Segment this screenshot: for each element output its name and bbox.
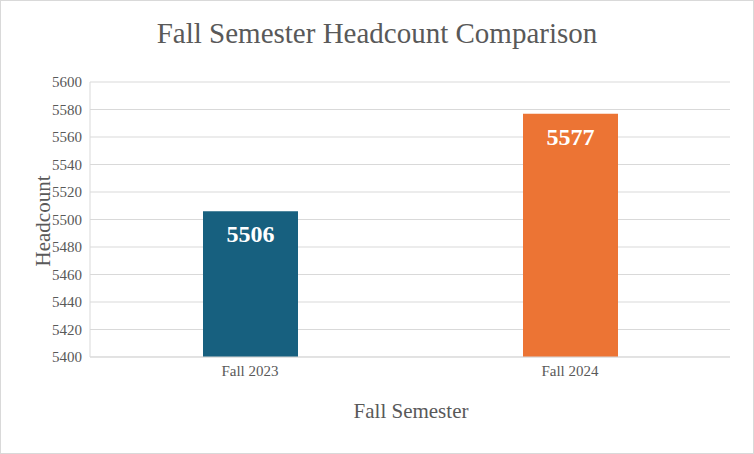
svg-text:5420: 5420 xyxy=(52,322,82,338)
svg-text:5520: 5520 xyxy=(52,184,82,200)
svg-text:5600: 5600 xyxy=(52,74,82,90)
svg-text:5540: 5540 xyxy=(52,157,82,173)
html-text:Headcount: Headcount xyxy=(30,175,55,267)
svg-text:5440: 5440 xyxy=(52,294,82,310)
svg-text:5400: 5400 xyxy=(52,349,82,365)
svg-text:5480: 5480 xyxy=(52,239,82,255)
svg-text:5560: 5560 xyxy=(52,129,82,145)
svg-text:5577: 5577 xyxy=(547,124,595,150)
svg-text:Fall 2023: Fall 2023 xyxy=(221,363,278,379)
svg-text:5506: 5506 xyxy=(227,221,275,247)
html-text:Fall Semester Headcount Compar: Fall Semester Headcount Comparison xyxy=(156,17,598,49)
svg-text:Fall 2024: Fall 2024 xyxy=(541,363,599,379)
html-text:Fall Semester: Fall Semester xyxy=(353,399,469,423)
svg-text:5500: 5500 xyxy=(52,212,82,228)
svg-text:5460: 5460 xyxy=(52,267,82,283)
svg-text:5580: 5580 xyxy=(52,102,82,118)
